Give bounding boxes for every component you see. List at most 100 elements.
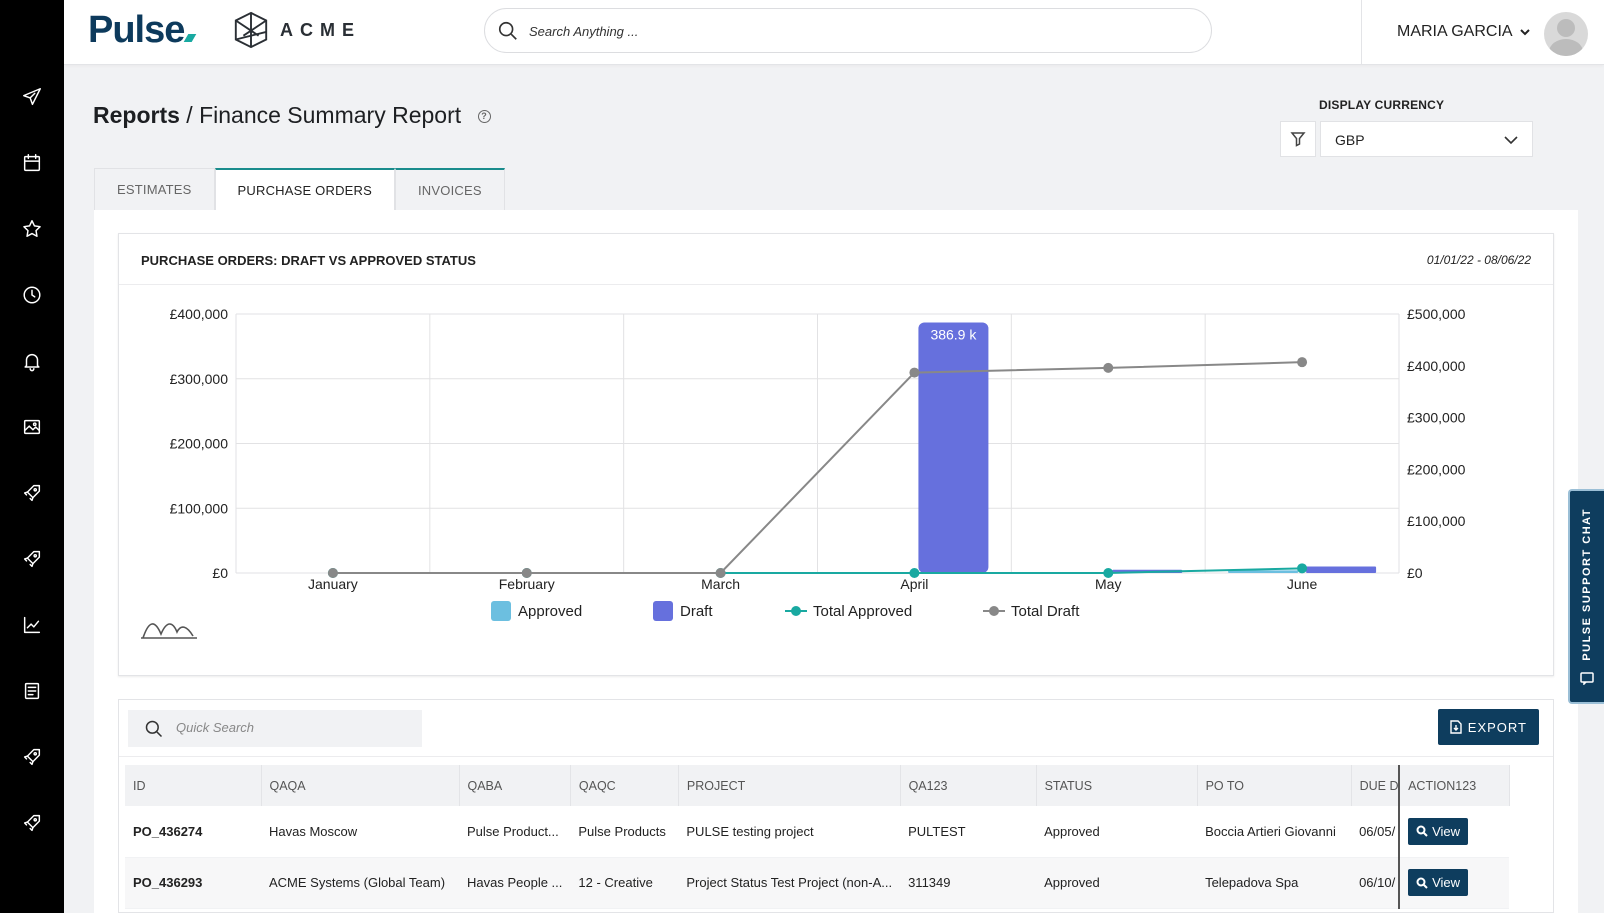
chart-type-icon [141,624,197,638]
cell-due-date: 06/05/ [1351,806,1399,857]
point-total-draft [909,368,919,378]
rocket-icon[interactable] [18,545,46,573]
y-right-tick-label: £200,000 [1407,461,1466,477]
legend-marker [989,606,999,616]
image-icon[interactable] [18,413,46,441]
column-header-project[interactable]: PROJECT [678,765,900,806]
pulse-logo[interactable]: Pulse [88,9,194,52]
clock-icon[interactable] [18,281,46,309]
y-right-tick-label: £100,000 [1407,513,1466,529]
currency-selected-value: GBP [1335,132,1365,148]
cell-id: PO_436293 [125,857,261,908]
table-row: PO_436293 ACME Systems (Global Team) Hav… [125,857,1509,908]
purchase-orders-chart: £0 £100,000 £200,000 £300,000 £400,000 £0 £100… [119,234,1555,677]
global-search-input[interactable] [529,19,1169,43]
x-tick-label: June [1287,576,1318,592]
cell-qaqa: ACME Systems (Global Team) [261,857,459,908]
cell-qaqa: Havas Moscow [261,806,459,857]
purchase-orders-table: ID QAQA QABA QAQC PROJECT QA123 STATUS P… [125,765,1510,909]
column-header-status[interactable]: STATUS [1036,765,1197,806]
currency-select[interactable]: GBP [1320,121,1533,157]
top-divider [1361,0,1362,65]
chart-line-icon[interactable] [18,611,46,639]
document-icon[interactable] [18,677,46,705]
support-chat-tab[interactable]: PULSE SUPPORT CHAT [1568,489,1604,704]
report-tabs: ESTIMATES PURCHASE ORDERS INVOICES [94,168,505,210]
rocket-icon[interactable] [18,479,46,507]
search-icon [1416,825,1428,837]
point-total-draft [716,568,726,578]
breadcrumb-separator: / [186,102,192,128]
help-icon[interactable]: ? [478,110,491,123]
y-left-tick-label: £100,000 [170,500,229,516]
column-header-due-date[interactable]: DUE DA [1351,765,1399,806]
export-button[interactable]: EXPORT [1438,709,1539,745]
column-header-po-to[interactable]: PO TO [1197,765,1351,806]
search-icon [497,20,519,42]
user-name: MARIA GARCIA [1397,23,1513,41]
bar-data-label: 386.9 k [930,326,977,342]
y-left-tick-label: £0 [212,565,228,581]
point-total-draft [1103,363,1113,373]
tab-estimates[interactable]: ESTIMATES [94,168,215,210]
tab-purchase-orders[interactable]: PURCHASE ORDERS [215,168,395,210]
cell-status: Approved [1036,857,1197,908]
view-label: View [1432,824,1460,839]
chevron-down-icon [1504,134,1518,146]
column-header-qaqc[interactable]: QAQC [570,765,678,806]
x-tick-label: January [308,576,358,592]
calendar-icon[interactable] [18,149,46,177]
breadcrumb-reports[interactable]: Reports [93,102,180,128]
y-right-tick-label: £500,000 [1407,306,1466,322]
document-export-icon [1450,720,1462,734]
tab-invoices[interactable]: INVOICES [395,168,505,210]
column-header-qaba[interactable]: QABA [459,765,570,806]
point-total-approved [1103,568,1113,578]
y-right-tick-label: £400,000 [1407,358,1466,374]
cell-po-to: Telepadova Spa [1197,857,1351,908]
bar-draft [1306,567,1376,573]
cell-qa123: 311349 [900,857,1036,908]
point-total-draft [1297,357,1307,367]
quick-search[interactable] [128,710,422,747]
filter-icon [1290,131,1306,147]
y-right-tick-label: £0 [1407,565,1423,581]
cell-due-date: 06/10/ [1351,857,1399,908]
cell-id: PO_436274 [125,806,261,857]
quick-search-input[interactable] [176,720,406,735]
y-left-tick-label: £400,000 [170,306,229,322]
acme-logo-text: ACME [280,20,361,41]
sidebar [0,0,64,913]
cell-action: View [1399,806,1509,857]
column-header-action[interactable]: ACTION123 [1399,765,1509,806]
y-left-tick-label: £300,000 [170,371,229,387]
cell-project: Project Status Test Project (non-A... [678,857,900,908]
paper-plane-icon[interactable] [18,83,46,111]
view-button[interactable]: View [1408,818,1468,845]
point-total-draft [522,568,532,578]
rocket-icon[interactable] [18,743,46,771]
breadcrumb-current: Finance Summary Report [199,102,461,128]
legend-swatch [491,601,511,621]
filter-button[interactable] [1280,121,1316,157]
point-total-approved [909,568,919,578]
y-left-tick-label: £200,000 [170,436,229,452]
global-search[interactable] [484,8,1212,53]
column-header-qaqa[interactable]: QAQA [261,765,459,806]
legend-label: Approved [518,603,582,620]
avatar[interactable] [1544,12,1588,56]
cell-project: PULSE testing project [678,806,900,857]
bell-icon[interactable] [18,347,46,375]
legend-marker [791,606,801,616]
column-header-id[interactable]: ID [125,765,261,806]
search-icon [144,719,164,739]
view-button[interactable]: View [1408,869,1468,896]
column-header-qa123[interactable]: QA123 [900,765,1036,806]
top-bar: Pulse ACME MARIA GARCIA [64,0,1604,65]
table-divider [119,756,1553,757]
user-menu[interactable]: MARIA GARCIA [1397,23,1531,41]
star-icon[interactable] [18,215,46,243]
rocket-icon[interactable] [18,809,46,837]
legend-label: Draft [680,603,713,620]
x-tick-label: February [499,576,555,592]
